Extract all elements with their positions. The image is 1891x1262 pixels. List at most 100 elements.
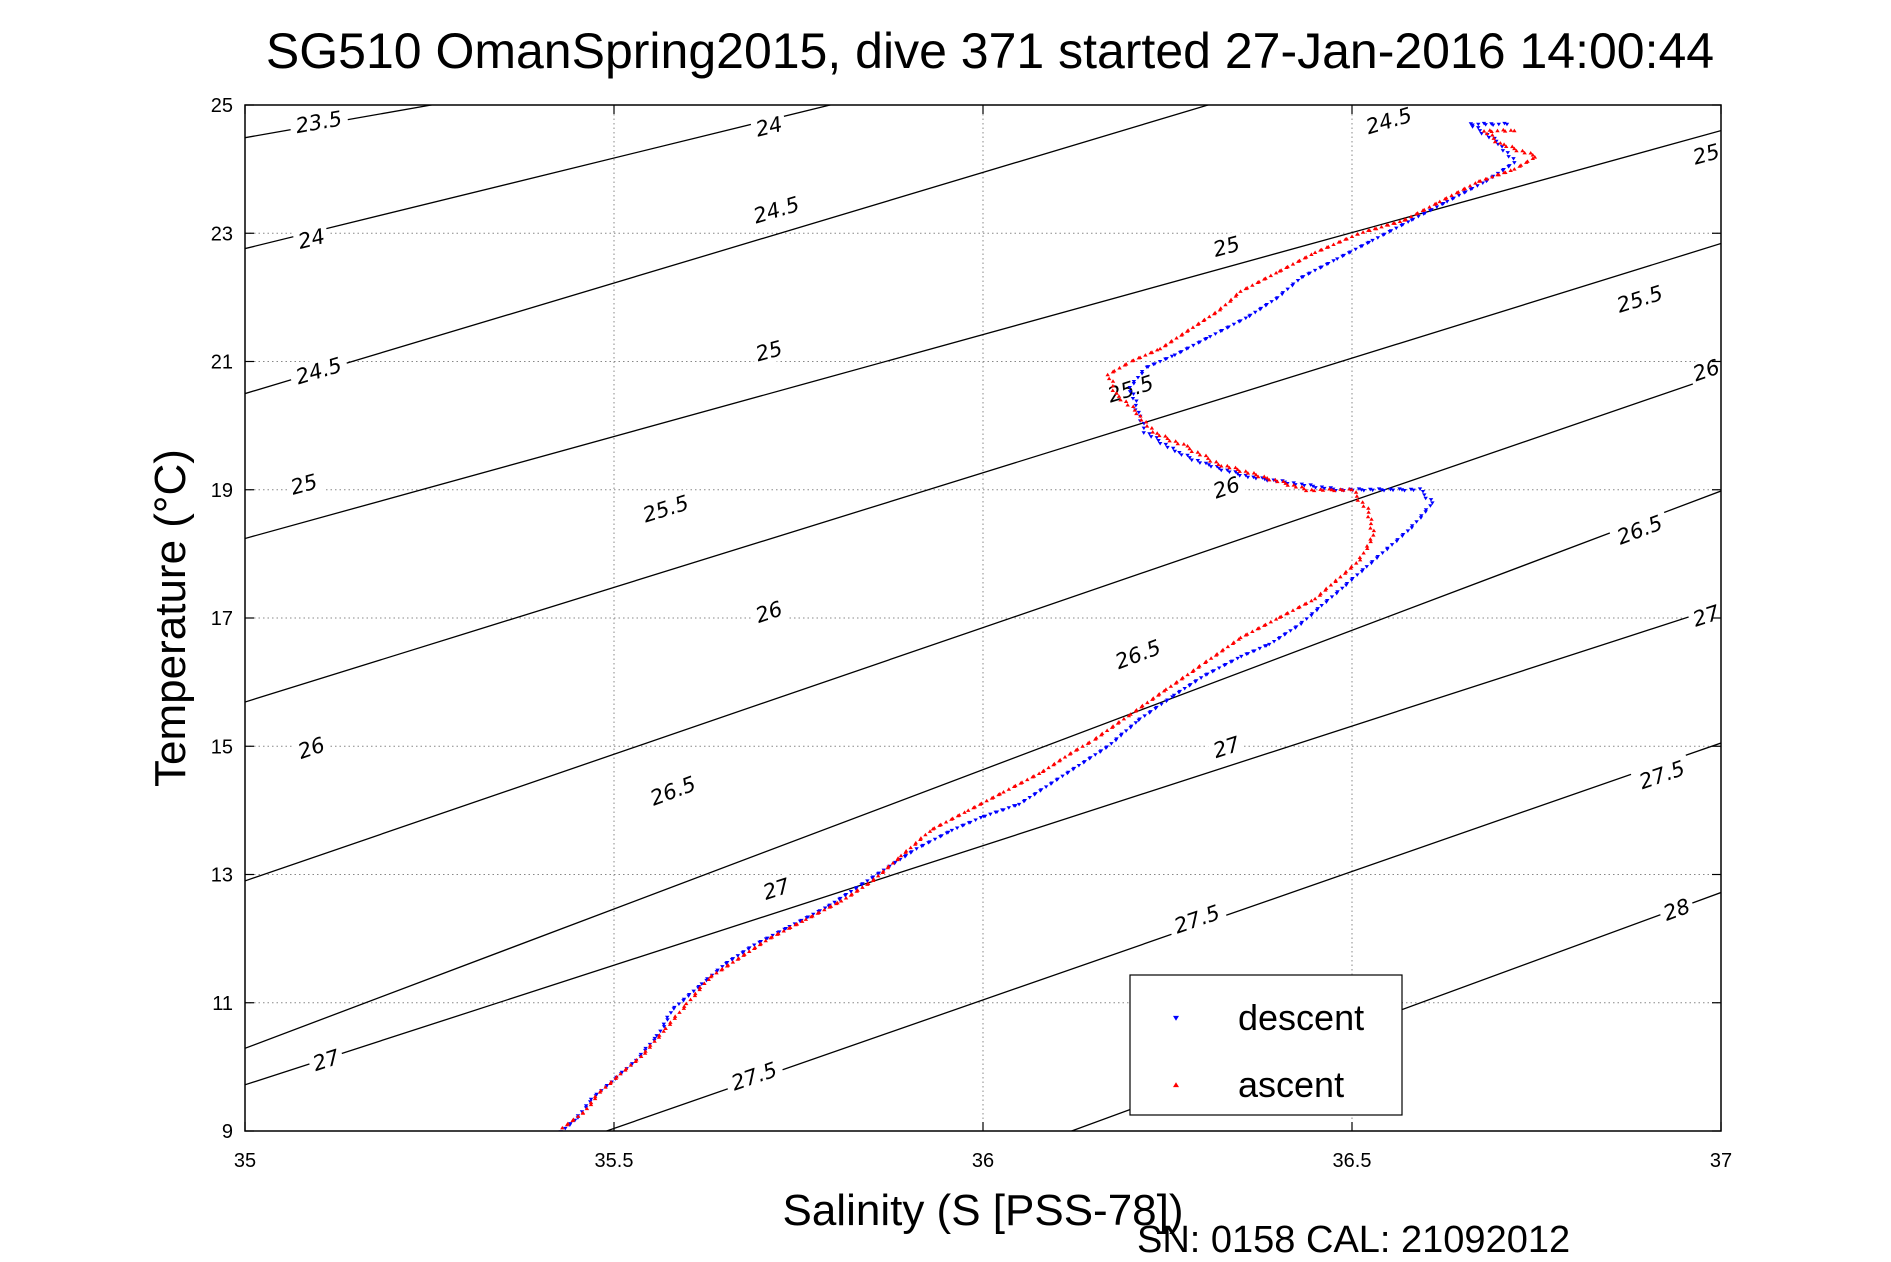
descent-point — [658, 1029, 663, 1034]
ascent-point — [1036, 771, 1042, 775]
ascent-point — [1498, 141, 1503, 145]
descent-point — [1400, 223, 1406, 227]
descent-point — [1344, 582, 1350, 586]
ascent-point — [835, 900, 840, 905]
descent-point — [1512, 161, 1517, 165]
ascent-point — [1134, 411, 1139, 416]
ascent-point — [979, 801, 984, 806]
ascent-point — [1197, 664, 1202, 668]
ascent-point — [1331, 242, 1336, 247]
ascent-point — [598, 1088, 604, 1093]
descent-point — [1206, 463, 1212, 467]
isopycnal-label-bg — [284, 468, 324, 501]
ascent-point — [681, 1006, 687, 1010]
ascent-point — [1365, 546, 1370, 551]
ascent-point — [950, 816, 955, 821]
descent-point — [1335, 590, 1340, 594]
ascent-point — [1253, 472, 1259, 477]
descent-point — [1119, 732, 1124, 737]
ascent-point — [706, 977, 711, 982]
ascent-point — [1312, 250, 1318, 255]
descent-point — [1239, 654, 1244, 659]
descent-point — [1380, 551, 1385, 555]
descent-point — [1226, 325, 1231, 330]
ascent-point — [1323, 586, 1329, 591]
ascent-point — [657, 1033, 662, 1037]
descent-point — [860, 882, 865, 886]
ascent-point — [1080, 744, 1085, 748]
ascent-point — [1297, 258, 1302, 263]
descent-point — [1410, 217, 1416, 222]
descent-point — [1312, 268, 1318, 273]
ascent-point — [1131, 358, 1136, 362]
descent-point — [1388, 487, 1393, 492]
ascent-point — [788, 925, 793, 930]
ascent-point — [803, 917, 809, 921]
ascent-point — [1343, 569, 1349, 574]
ascent-point — [623, 1066, 629, 1071]
descent-point — [1423, 496, 1428, 501]
ascent-point — [1437, 199, 1442, 204]
ascent-point — [903, 848, 909, 853]
descent-point — [1219, 468, 1224, 473]
descent-point — [1476, 122, 1481, 127]
ascent-point — [758, 941, 764, 946]
descent-point — [1423, 510, 1428, 514]
ascent-point — [1250, 629, 1255, 634]
descent-point — [1308, 483, 1313, 487]
x-tick-label: 36 — [972, 1150, 994, 1172]
ascent-point — [1347, 486, 1352, 491]
ascent-point — [1367, 228, 1372, 232]
ascent-point — [1118, 397, 1123, 402]
isopycnal-label-bg — [1165, 898, 1229, 941]
descent-point — [1428, 504, 1433, 508]
descent-point — [1341, 253, 1347, 258]
descent-point — [1033, 792, 1038, 796]
descent-point — [1216, 666, 1222, 670]
ascent-point — [1238, 289, 1243, 293]
ascent-point — [752, 945, 758, 950]
ascent-point — [1238, 635, 1243, 640]
descent-point — [1379, 488, 1384, 492]
ascent-point — [828, 904, 834, 908]
ascent-point — [1140, 703, 1145, 708]
ascent-point — [1157, 433, 1162, 438]
legend-marker-descent — [1173, 1015, 1179, 1021]
isopycnal-label-bg — [1206, 730, 1247, 765]
isopycnal-label-bg — [292, 223, 331, 255]
descent-point — [752, 943, 757, 948]
isopycnal-label-bg — [288, 105, 350, 140]
descent-point — [1291, 282, 1296, 287]
descent-point — [661, 1025, 667, 1029]
ascent-point — [1263, 622, 1268, 627]
descent-point — [954, 826, 960, 830]
ascent-point — [1150, 430, 1155, 434]
ascent-point — [957, 813, 962, 817]
ascent-point — [584, 1106, 590, 1111]
legend: descent ascent — [1129, 974, 1403, 1116]
descent-point — [1501, 167, 1506, 172]
ascent-point — [886, 864, 891, 868]
descent-point — [1368, 487, 1373, 492]
descent-point — [1243, 473, 1248, 478]
descent-point — [968, 820, 973, 825]
ascent-point — [1368, 537, 1373, 541]
isopycnal-label-bg — [1686, 138, 1726, 171]
y-axis-ticks: 9 11 13 15 17 19 21 23 25 — [211, 95, 1721, 1143]
ascent-point — [1366, 506, 1371, 510]
y-tick-label: 25 — [211, 95, 233, 117]
descent-point — [568, 1122, 573, 1126]
isopycnal-line — [606, 742, 1721, 1131]
ascent-point — [984, 798, 989, 803]
ascent-point — [647, 1045, 653, 1049]
ascent-point — [763, 938, 768, 943]
descent-point — [1400, 532, 1406, 537]
ascent-point — [1365, 514, 1371, 519]
y-tick-label: 9 — [222, 1121, 233, 1143]
descent-point — [1364, 565, 1369, 569]
descent-point — [994, 810, 1000, 815]
y-axis-label: Temperature (°C) — [146, 449, 195, 787]
ascent-point — [1155, 347, 1160, 352]
ascent-point — [923, 832, 928, 837]
descent-point — [1408, 487, 1414, 492]
